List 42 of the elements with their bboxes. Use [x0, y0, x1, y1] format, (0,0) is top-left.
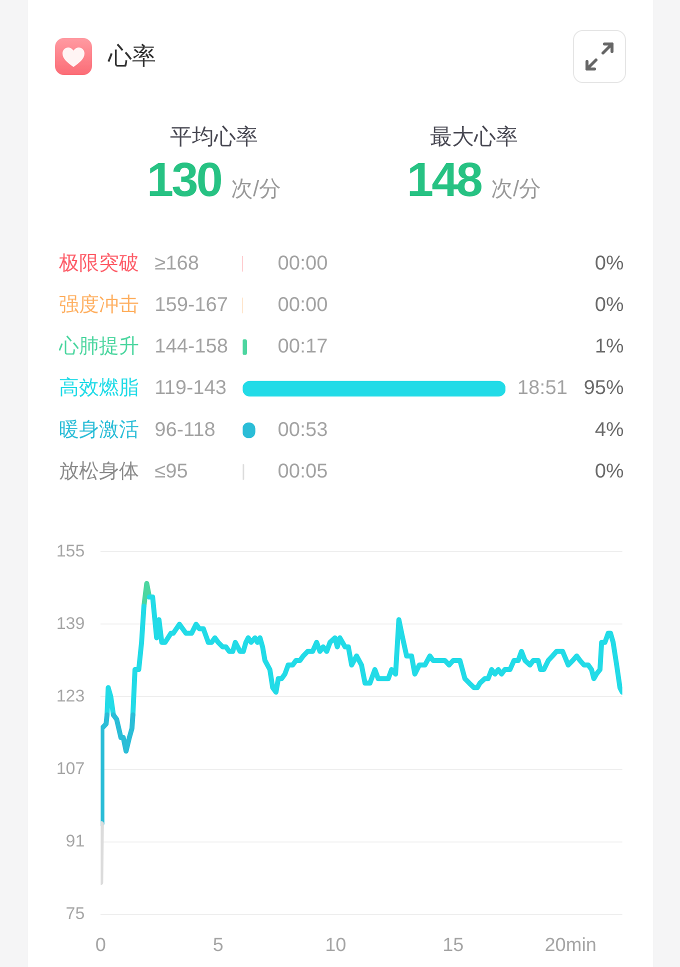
y2-tick-label: ≥168: [154, 252, 199, 274]
data-label: 00:17: [278, 336, 328, 358]
y-tick-label: 123: [56, 686, 85, 706]
x-tick-label: 20min: [544, 934, 596, 956]
y-tick-label: 155: [56, 541, 85, 560]
y-tick-label: 139: [56, 614, 85, 633]
y-tick-label: 暖身激活: [59, 418, 139, 441]
data-label: 00:05: [278, 460, 328, 482]
text: 4%: [594, 418, 624, 441]
text: 心率: [108, 43, 156, 70]
x-tick-label: 0: [95, 934, 106, 956]
y-tick-label: 高效燃脂: [59, 376, 139, 400]
y2-tick-label: 159-167: [154, 294, 228, 316]
text: 0%: [594, 460, 624, 482]
y2-tick-label: ≤95: [154, 460, 188, 482]
y-tick-label: 75: [66, 904, 85, 923]
text: 1%: [594, 336, 624, 358]
data-label: 18:51: [517, 377, 568, 400]
text: 0%: [594, 294, 624, 316]
y2-tick-label: 96-118: [154, 418, 216, 441]
text: 0%: [594, 252, 624, 274]
data-label: 00:53: [278, 418, 328, 441]
y-tick-label: 强度冲击: [59, 294, 139, 316]
text: 次/分: [230, 176, 282, 201]
category-label: 平均心率: [170, 124, 258, 149]
y2-tick-label: 144-158: [154, 336, 228, 358]
data-label: 00:00: [278, 294, 328, 316]
y-tick-label: 91: [66, 831, 85, 850]
y-tick-label: 107: [56, 758, 85, 778]
x-tick-label: 15: [442, 934, 464, 956]
data-label: 00:00: [278, 252, 328, 274]
y-tick-label: 极限突破: [58, 252, 139, 274]
text: 次/分: [490, 176, 542, 201]
category-label: 最大心率: [430, 124, 518, 149]
y-tick-label: 心肺提升: [58, 336, 139, 358]
data-label: 130: [146, 154, 221, 207]
y2-tick-label: 119-143: [154, 377, 227, 400]
data-label: 148: [406, 154, 481, 207]
text: 95%: [584, 377, 624, 400]
x-tick-label: 10: [325, 934, 346, 956]
y-tick-label: 放松身体: [59, 460, 139, 482]
x-tick-label: 5: [212, 934, 224, 956]
